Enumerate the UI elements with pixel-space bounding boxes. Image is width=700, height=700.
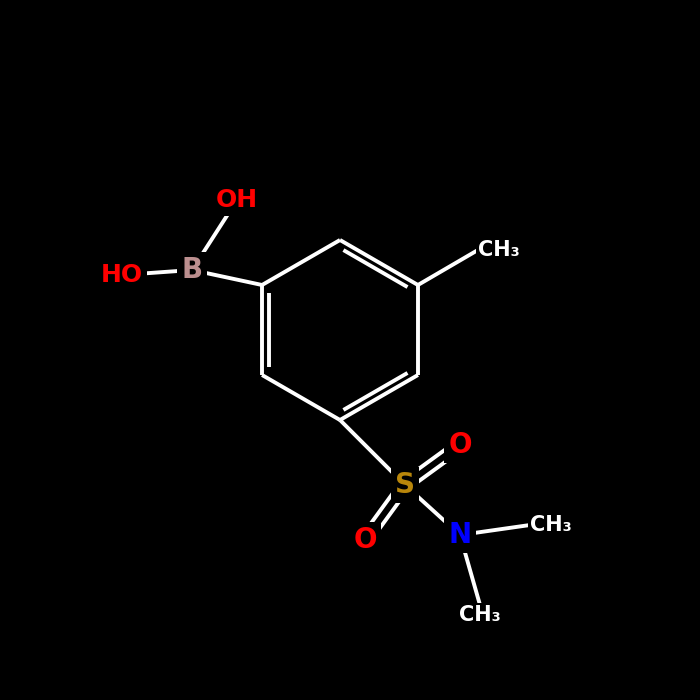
Text: O: O — [354, 526, 377, 554]
Text: HO: HO — [101, 263, 143, 287]
Text: O: O — [448, 431, 472, 459]
Text: N: N — [449, 521, 472, 549]
Text: B: B — [181, 256, 202, 284]
Text: S: S — [395, 471, 415, 499]
Text: CH₃: CH₃ — [478, 240, 519, 260]
Text: CH₃: CH₃ — [530, 515, 572, 535]
Text: OH: OH — [216, 188, 258, 212]
Text: CH₃: CH₃ — [459, 605, 501, 625]
